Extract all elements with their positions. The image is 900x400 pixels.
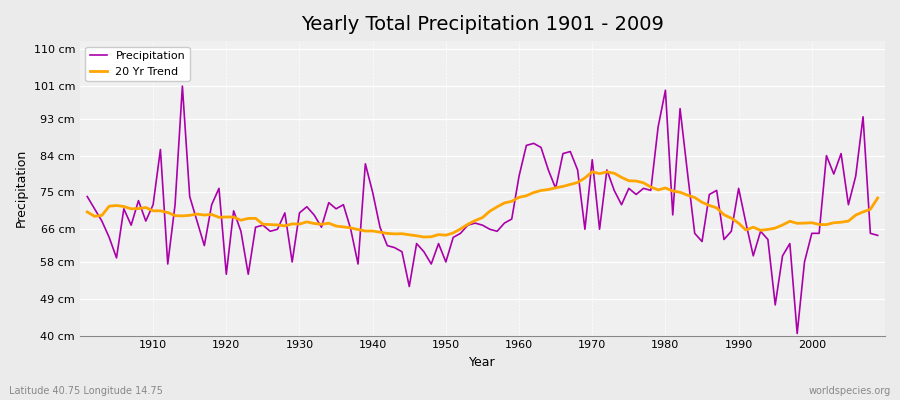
Precipitation xyxy=(140,219,151,224)
Precipitation xyxy=(872,233,883,238)
Title: Yearly Total Precipitation 1901 - 2009: Yearly Total Precipitation 1901 - 2009 xyxy=(301,15,664,34)
Y-axis label: Precipitation: Precipitation xyxy=(15,149,28,228)
Text: worldspecies.org: worldspecies.org xyxy=(809,386,891,396)
Precipitation xyxy=(792,331,803,336)
Precipitation xyxy=(82,194,93,199)
20 Yr Trend xyxy=(346,226,356,230)
20 Yr Trend xyxy=(418,235,429,240)
Precipitation xyxy=(514,174,525,178)
X-axis label: Year: Year xyxy=(469,356,496,369)
20 Yr Trend xyxy=(140,205,151,210)
Line: 20 Yr Trend: 20 Yr Trend xyxy=(87,172,878,237)
20 Yr Trend xyxy=(521,193,532,198)
20 Yr Trend xyxy=(514,195,525,200)
Precipitation xyxy=(309,212,320,217)
20 Yr Trend xyxy=(587,169,598,174)
Precipitation xyxy=(177,84,188,88)
20 Yr Trend xyxy=(82,210,93,214)
Precipitation xyxy=(353,262,364,266)
20 Yr Trend xyxy=(872,196,883,200)
Legend: Precipitation, 20 Yr Trend: Precipitation, 20 Yr Trend xyxy=(86,47,190,81)
20 Yr Trend xyxy=(302,220,312,224)
Precipitation xyxy=(521,143,532,148)
Precipitation xyxy=(608,188,619,193)
Text: Latitude 40.75 Longitude 14.75: Latitude 40.75 Longitude 14.75 xyxy=(9,386,163,396)
Line: Precipitation: Precipitation xyxy=(87,86,878,334)
20 Yr Trend xyxy=(616,175,627,180)
